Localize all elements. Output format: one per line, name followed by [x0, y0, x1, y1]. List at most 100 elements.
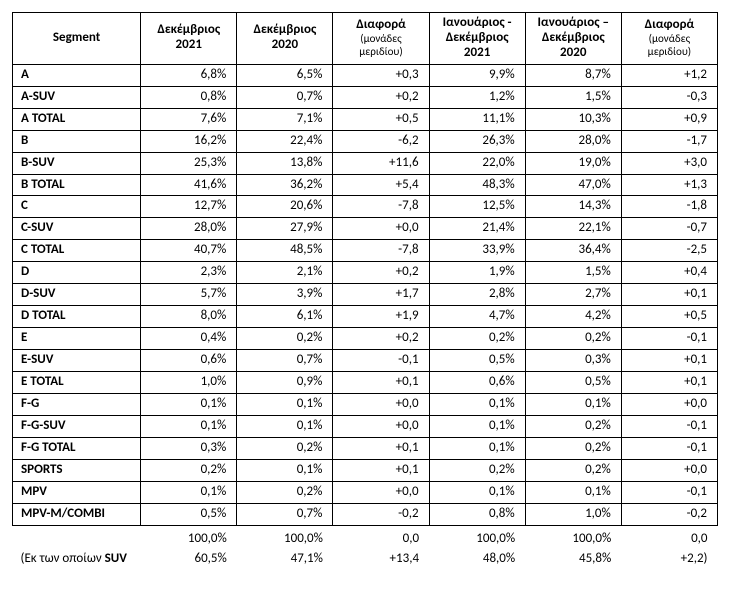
- table-body: A6,8%6,5%+0,39,9%8,7%+1,2A-SUV0,8%0,7%+0…: [13, 64, 718, 570]
- cell-segment: F-G: [13, 393, 141, 415]
- table-row: B16,2%22,4%-6,226,3%28,0%-1,7: [13, 130, 718, 152]
- cell-segment: MPV: [13, 481, 141, 503]
- cell-diff-month: +0,2: [333, 328, 429, 350]
- cell-dec-2020: 0,2%: [237, 481, 333, 503]
- cell-dec-2021: 8,0%: [141, 306, 237, 328]
- col-diff-month-label: Διαφορά: [356, 17, 406, 32]
- cell-jan-dec-2021: 0,6%: [429, 371, 525, 393]
- cell-segment: C: [13, 196, 141, 218]
- cell-jan-dec-2020: 1,5%: [525, 86, 621, 108]
- cell-dec-2021: 5,7%: [141, 284, 237, 306]
- cell-jan-dec-2021: 0,5%: [429, 350, 525, 372]
- cell-dec-2020: 27,9%: [237, 218, 333, 240]
- cell-dec-2021: 0,1%: [141, 481, 237, 503]
- cell-dec-2020: 22,4%: [237, 130, 333, 152]
- cell-dec-2021: 0,2%: [141, 459, 237, 481]
- cell-diff-month: +11,6: [333, 152, 429, 174]
- cell-segment: C-SUV: [13, 218, 141, 240]
- cell-jan-dec-2021: 26,3%: [429, 130, 525, 152]
- cell-jan-dec-2020: 47,0%: [525, 174, 621, 196]
- cell-jan-dec-2020: 0,2%: [525, 415, 621, 437]
- cell-jan-dec-2020: 4,2%: [525, 306, 621, 328]
- cell-segment: (Εκ των οποίων SUV: [13, 549, 141, 570]
- cell-segment: SPORTS: [13, 459, 141, 481]
- cell-jan-dec-2020: 10,3%: [525, 108, 621, 130]
- cell-dec-2021: 6,8%: [141, 64, 237, 86]
- table-row: A-SUV0,8%0,7%+0,21,2%1,5%-0,3: [13, 86, 718, 108]
- cell-jan-dec-2021: 0,1%: [429, 437, 525, 459]
- col-diff-ytd: Διαφορά (μονάδες μεριδίου): [621, 13, 717, 65]
- cell-dec-2020: 3,9%: [237, 284, 333, 306]
- cell-jan-dec-2021: 33,9%: [429, 240, 525, 262]
- cell-jan-dec-2020: 0,3%: [525, 350, 621, 372]
- cell-diff-ytd: +0,1: [621, 350, 717, 372]
- col-diff-month: Διαφορά (μονάδες μεριδίου): [333, 13, 429, 65]
- cell-jan-dec-2021: 0,8%: [429, 503, 525, 525]
- cell-segment: D TOTAL: [13, 306, 141, 328]
- cell-jan-dec-2021: 22,0%: [429, 152, 525, 174]
- cell-diff-ytd: +2,2): [621, 549, 717, 570]
- table-row: MPV0,1%0,2%+0,00,1%0,1%-0,1: [13, 481, 718, 503]
- cell-segment: A TOTAL: [13, 108, 141, 130]
- col-jan-dec-2020: Ιανουάριος – Δεκέμβριος 2020: [525, 13, 621, 65]
- cell-diff-ytd: +0,5: [621, 306, 717, 328]
- cell-dec-2021: 2,3%: [141, 262, 237, 284]
- cell-jan-dec-2021: 4,7%: [429, 306, 525, 328]
- cell-dec-2020: 20,6%: [237, 196, 333, 218]
- cell-segment: F-G TOTAL: [13, 437, 141, 459]
- cell-segment: D: [13, 262, 141, 284]
- table-row: A6,8%6,5%+0,39,9%8,7%+1,2: [13, 64, 718, 86]
- cell-diff-month: 0,0: [333, 525, 429, 549]
- cell-jan-dec-2021: 100,0%: [429, 525, 525, 549]
- cell-jan-dec-2020: 0,2%: [525, 437, 621, 459]
- cell-diff-ytd: +1,3: [621, 174, 717, 196]
- cell-diff-ytd: +1,2: [621, 64, 717, 86]
- cell-dec-2021: 25,3%: [141, 152, 237, 174]
- cell-dec-2021: 0,8%: [141, 86, 237, 108]
- cell-dec-2021: 0,1%: [141, 415, 237, 437]
- cell-diff-month: +0,0: [333, 393, 429, 415]
- cell-diff-month: +1,9: [333, 306, 429, 328]
- cell-segment: C TOTAL: [13, 240, 141, 262]
- table-row: E TOTAL1,0%0,9%+0,10,6%0,5%+0,1: [13, 371, 718, 393]
- cell-segment: B TOTAL: [13, 174, 141, 196]
- cell-dec-2020: 13,8%: [237, 152, 333, 174]
- cell-jan-dec-2020: 19,0%: [525, 152, 621, 174]
- cell-diff-ytd: -0,2: [621, 503, 717, 525]
- cell-segment: E: [13, 328, 141, 350]
- table-row: E0,4%0,2%+0,20,2%0,2%-0,1: [13, 328, 718, 350]
- cell-dec-2021: 0,4%: [141, 328, 237, 350]
- cell-diff-month: +0,3: [333, 64, 429, 86]
- cell-segment: E TOTAL: [13, 371, 141, 393]
- cell-jan-dec-2021: 0,1%: [429, 415, 525, 437]
- col-diff-month-sub: (μονάδες μεριδίου): [339, 33, 422, 58]
- table-header: Segment Δεκέμβριος 2021 Δεκέμβριος 2020 …: [13, 13, 718, 65]
- cell-dec-2021: 0,6%: [141, 350, 237, 372]
- cell-diff-ytd: +0,0: [621, 393, 717, 415]
- table-row: MPV-M/COMBI0,5%0,7%-0,20,8%1,0%-0,2: [13, 503, 718, 525]
- cell-dec-2021: 100,0%: [141, 525, 237, 549]
- cell-diff-month: +0,2: [333, 262, 429, 284]
- cell-jan-dec-2021: 2,8%: [429, 284, 525, 306]
- cell-jan-dec-2021: 1,2%: [429, 86, 525, 108]
- cell-jan-dec-2021: 0,2%: [429, 459, 525, 481]
- table-row: C-SUV28,0%27,9%+0,021,4%22,1%-0,7: [13, 218, 718, 240]
- cell-dec-2020: 47,1%: [237, 549, 333, 570]
- cell-diff-ytd: 0,0: [621, 525, 717, 549]
- cell-diff-month: +0,0: [333, 415, 429, 437]
- table-row: C TOTAL40,7%48,5%-7,833,9%36,4%-2,5: [13, 240, 718, 262]
- col-diff-ytd-label: Διαφορά: [645, 17, 695, 32]
- cell-dec-2020: 0,2%: [237, 437, 333, 459]
- cell-diff-month: -0,1: [333, 350, 429, 372]
- cell-jan-dec-2020: 0,2%: [525, 459, 621, 481]
- cell-jan-dec-2021: 48,3%: [429, 174, 525, 196]
- cell-jan-dec-2020: 22,1%: [525, 218, 621, 240]
- col-dec-2021: Δεκέμβριος 2021: [141, 13, 237, 65]
- cell-dec-2020: 0,7%: [237, 350, 333, 372]
- cell-dec-2020: 2,1%: [237, 262, 333, 284]
- cell-diff-month: -6,2: [333, 130, 429, 152]
- cell-dec-2021: 0,5%: [141, 503, 237, 525]
- cell-jan-dec-2020: 28,0%: [525, 130, 621, 152]
- cell-segment: E-SUV: [13, 350, 141, 372]
- table-row: F-G-SUV0,1%0,1%+0,00,1%0,2%-0,1: [13, 415, 718, 437]
